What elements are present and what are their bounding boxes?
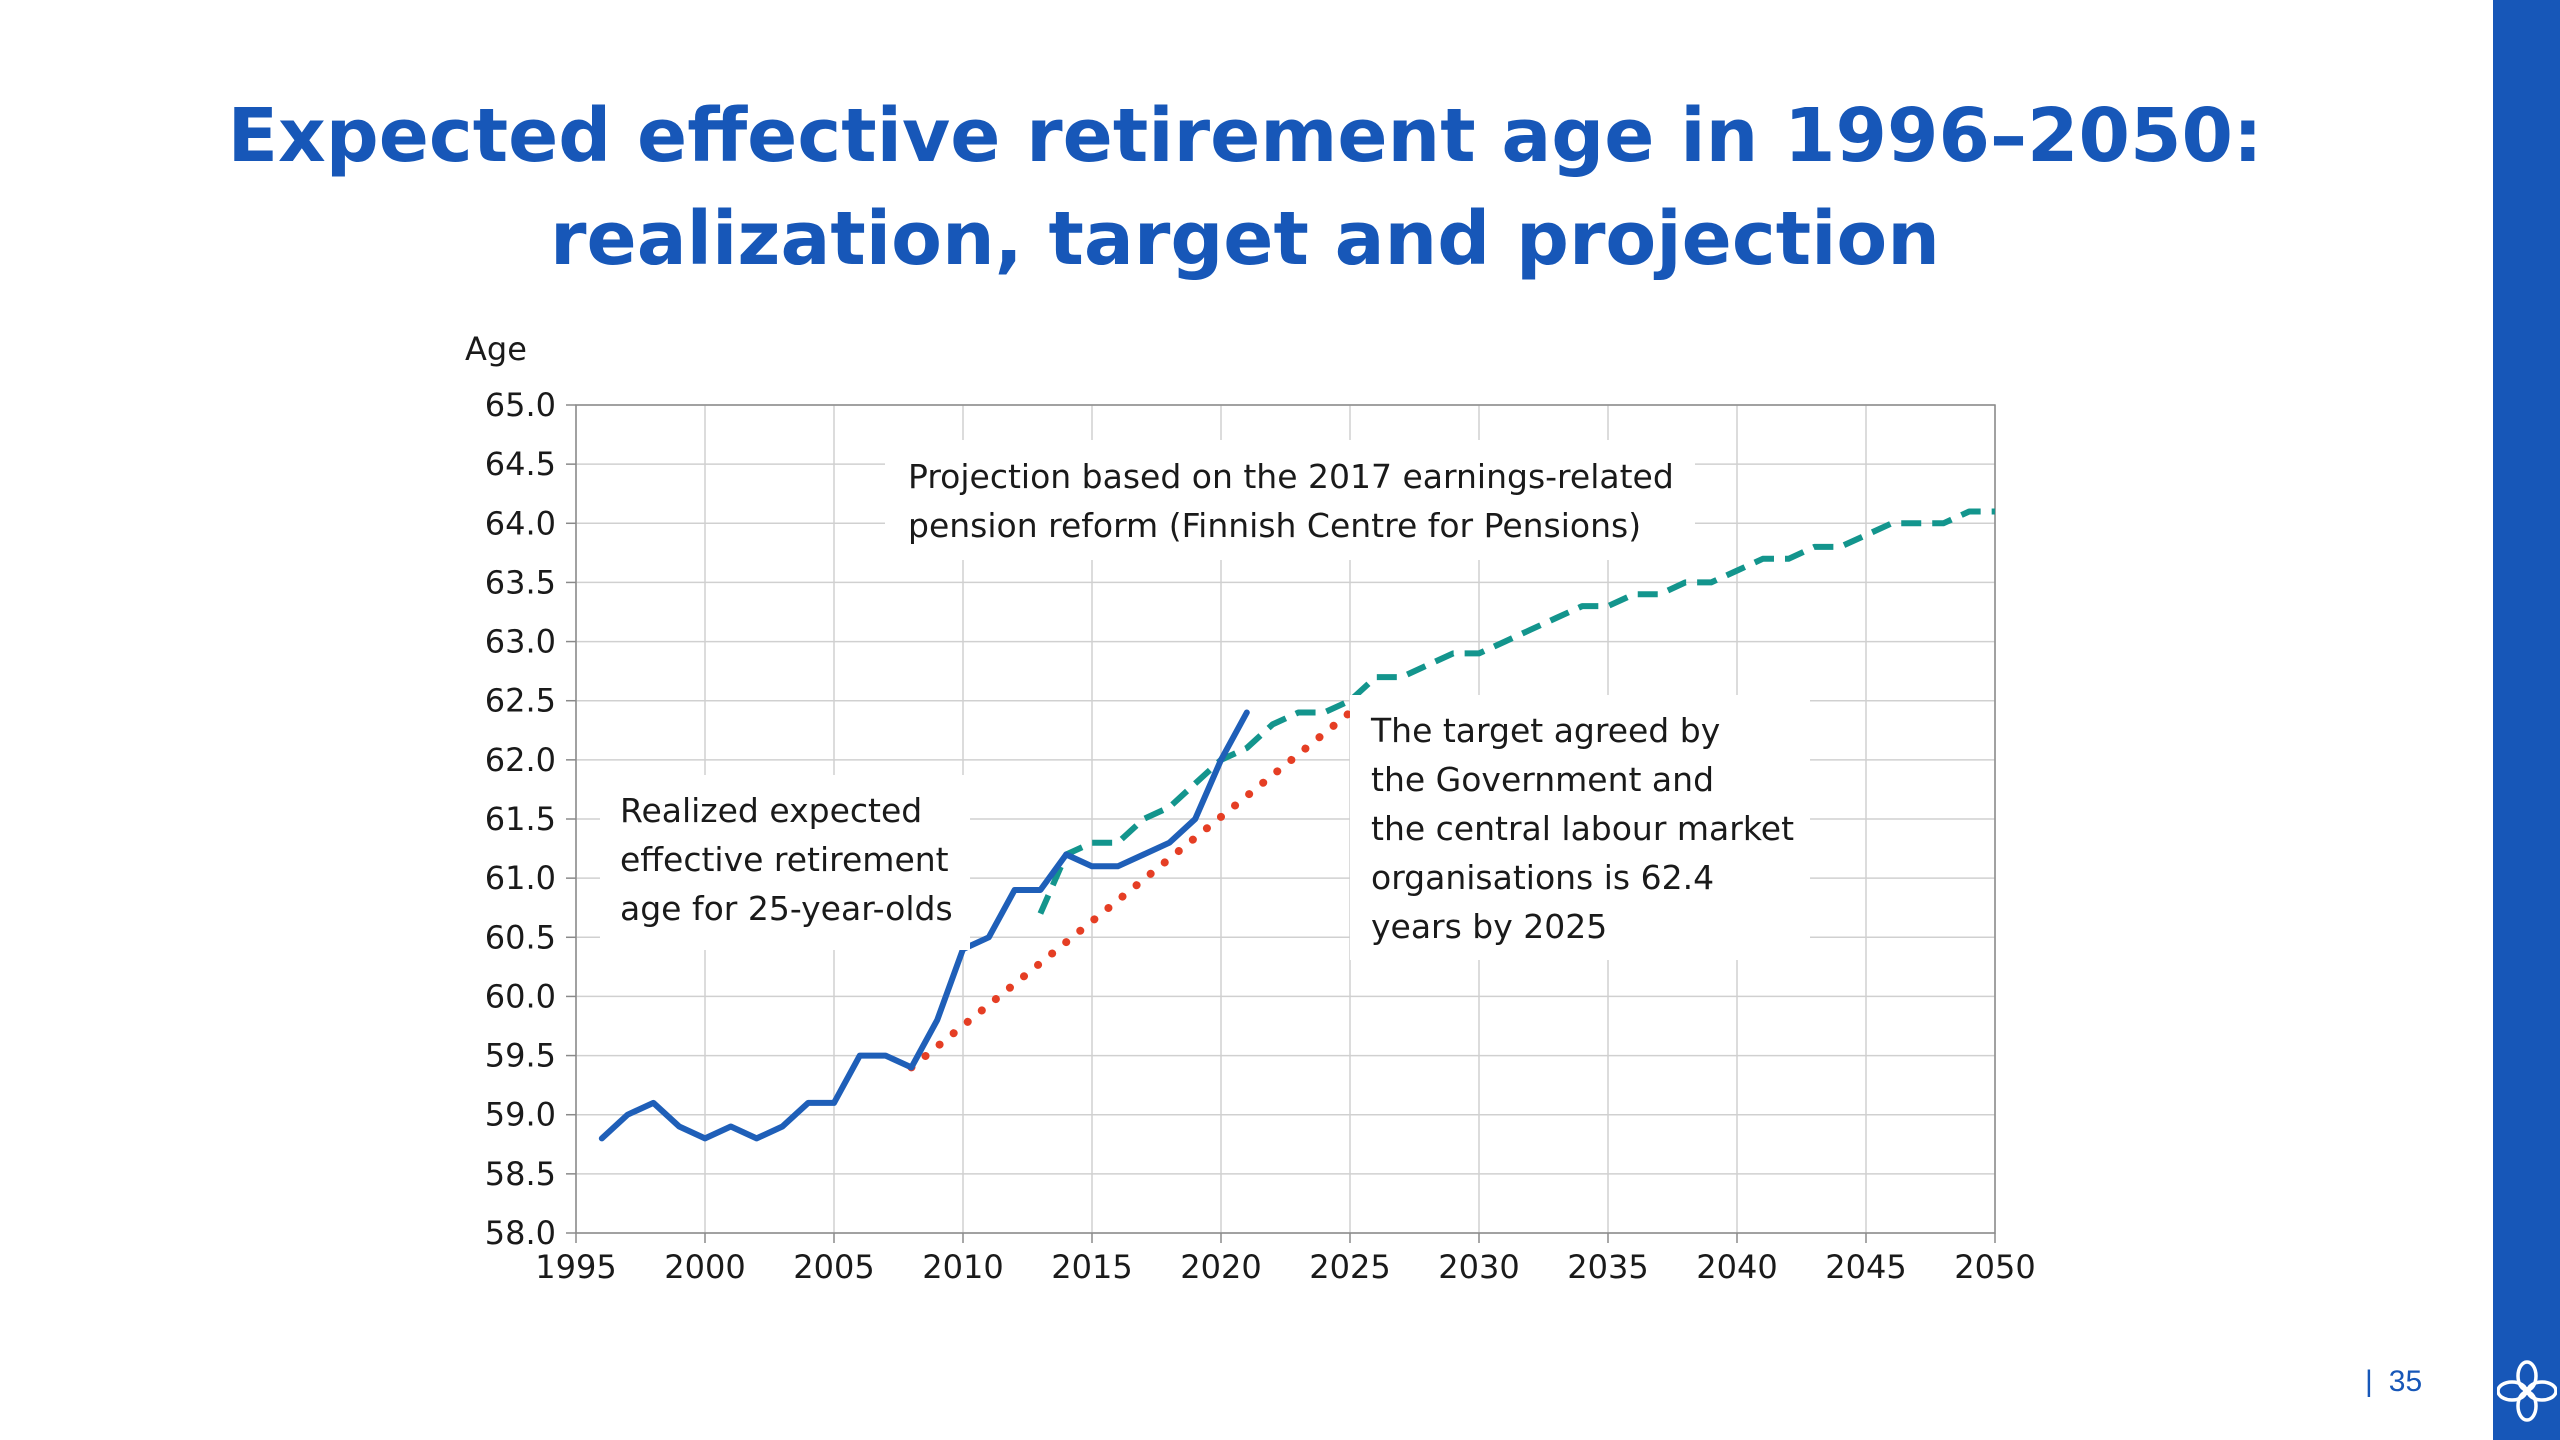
realized-annotation: Realized expected effective retirement age… bbox=[600, 775, 970, 950]
x-tick-label: 2015 bbox=[1051, 1248, 1132, 1286]
y-tick-label: 63.0 bbox=[485, 623, 556, 661]
chart-annotations: Projection based on the 2017 earnings-re… bbox=[600, 440, 1810, 960]
x-tick-label: 1995 bbox=[535, 1248, 616, 1286]
projection-annotation-line: pension reform (Finnish Centre for Pensi… bbox=[908, 506, 1641, 545]
slide-title-line-1: Expected effective retirement age in 199… bbox=[227, 93, 2263, 179]
chart-series bbox=[598, 508, 1995, 1142]
realized-annotation-line: age for 25-year-olds bbox=[620, 889, 953, 928]
y-tick-label: 60.0 bbox=[485, 977, 556, 1015]
target-annotation-line: organisations is 62.4 bbox=[1371, 858, 1714, 897]
projection-annotation: Projection based on the 2017 earnings-re… bbox=[885, 440, 1695, 560]
projection-annotation-background bbox=[885, 440, 1695, 560]
x-tick-label: 2030 bbox=[1438, 1248, 1519, 1286]
y-tick-label: 59.5 bbox=[485, 1037, 556, 1075]
x-tick-label: 2040 bbox=[1696, 1248, 1777, 1286]
y-tick-label: 64.0 bbox=[485, 504, 556, 542]
x-tick-label: 2050 bbox=[1954, 1248, 2035, 1286]
organisation-logo-icon bbox=[2497, 1360, 2557, 1422]
x-tick-label: 2005 bbox=[793, 1248, 874, 1286]
y-tick-label: 62.0 bbox=[485, 741, 556, 779]
y-tick-label: 61.0 bbox=[485, 859, 556, 897]
target-annotation-line: years by 2025 bbox=[1371, 907, 1607, 946]
projection-annotation-line: Projection based on the 2017 earnings-re… bbox=[908, 457, 1674, 496]
x-tick-label: 2020 bbox=[1180, 1248, 1261, 1286]
x-tick-label: 2000 bbox=[664, 1248, 745, 1286]
target-series-line bbox=[907, 708, 1354, 1072]
page-number-value: 35 bbox=[2388, 1365, 2423, 1398]
x-tick-label: 2010 bbox=[922, 1248, 1003, 1286]
target-annotation: The target agreed by the Government and th… bbox=[1350, 695, 1810, 960]
x-tick-label: 2025 bbox=[1309, 1248, 1390, 1286]
projection-series-line bbox=[1037, 508, 1995, 915]
y-tick-label: 58.5 bbox=[485, 1155, 556, 1193]
y-tick-label: 60.5 bbox=[485, 918, 556, 956]
y-tick-label: 63.5 bbox=[485, 563, 556, 601]
y-tick-label: 58.0 bbox=[485, 1214, 556, 1252]
chart-axes: 1995 2000 2005 2010 2015 2020 2025 2030 2035 2040… bbox=[485, 386, 2036, 1286]
y-tick-label: 62.5 bbox=[485, 682, 556, 720]
realized-annotation-line: Realized expected bbox=[620, 791, 922, 830]
realized-annotation-line: effective retirement bbox=[620, 840, 949, 879]
realized-series-line bbox=[598, 709, 1250, 1142]
slide-title-line-2: realization, target and projection bbox=[550, 196, 1940, 282]
y-axis-label: Age bbox=[465, 330, 527, 368]
y-tick-label: 65.0 bbox=[485, 386, 556, 424]
y-tick-label: 61.5 bbox=[485, 800, 556, 838]
side-accent-bar bbox=[2493, 0, 2560, 1440]
realized-annotation-background bbox=[600, 775, 970, 950]
target-annotation-line: the central labour market bbox=[1371, 809, 1794, 848]
y-tick-label: 59.0 bbox=[485, 1096, 556, 1134]
slide-title: Expected effective retirement age in 199… bbox=[0, 85, 2490, 291]
target-annotation-line: the Government and bbox=[1371, 760, 1714, 799]
x-tick-label: 2035 bbox=[1567, 1248, 1648, 1286]
page-number: | 35 bbox=[2365, 1365, 2422, 1399]
page-number-separator: | bbox=[2365, 1365, 2373, 1398]
target-annotation-background bbox=[1350, 695, 1810, 960]
y-tick-label: 64.5 bbox=[485, 445, 556, 483]
retirement-age-chart: 1995 2000 2005 2010 2015 2020 2025 2030 2035 2040… bbox=[465, 330, 2036, 1286]
target-annotation-line: The target agreed by bbox=[1370, 711, 1720, 750]
x-tick-label: 2045 bbox=[1825, 1248, 1906, 1286]
